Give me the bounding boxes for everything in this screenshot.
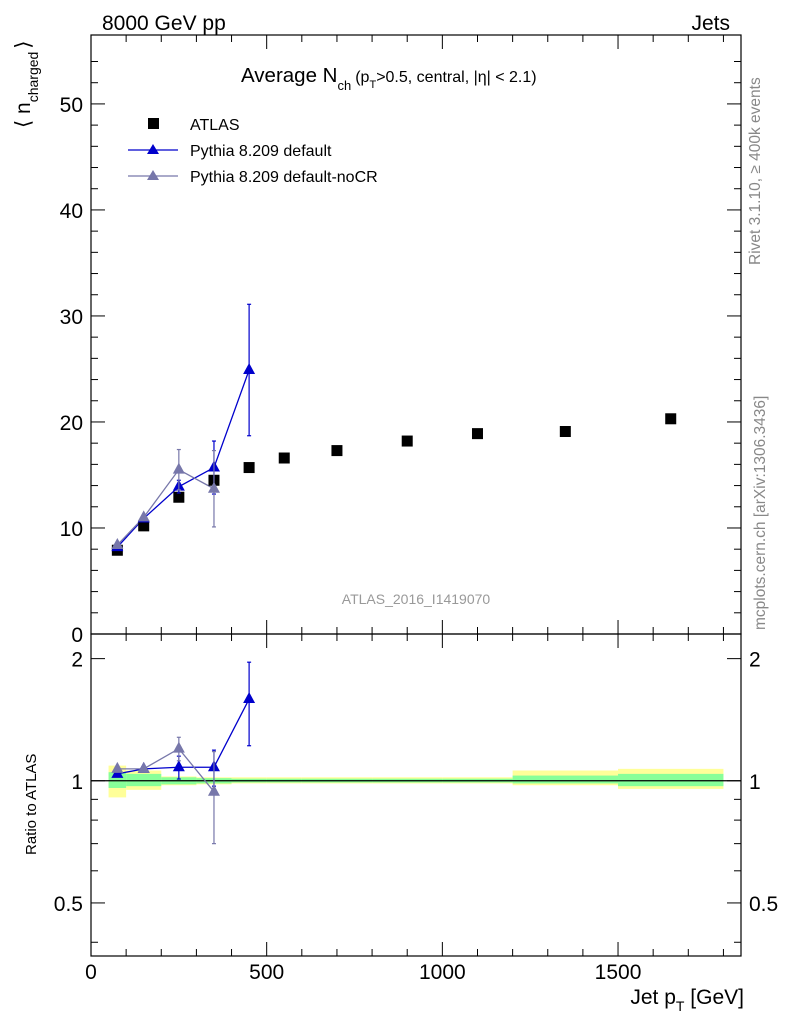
title-rest: (p (355, 69, 369, 86)
ratio-frame (90, 633, 742, 957)
ratio-point-0 (243, 692, 256, 704)
main-ytick-labels: 0 10 20 30 40 50 (60, 94, 83, 647)
title-main: Average N (241, 64, 337, 87)
title-rest2: >0.5, central, |η| < 2.1) (376, 69, 536, 86)
atlas-point (331, 445, 343, 457)
ratio-point-1 (111, 761, 124, 773)
atlas-point (173, 491, 185, 503)
mcplots-label: mcplots.cern.ch [arXiv:1306.3436] (752, 396, 769, 630)
ratio-ticks (90, 634, 741, 956)
ratio-point-1 (172, 741, 185, 753)
ratio-xtick-labels: 0 500 1000 1500 (85, 961, 641, 984)
main-ytick-label: 40 (60, 200, 83, 223)
rivet-label: Rivet 3.1.10, ≥ 400k events (747, 77, 764, 265)
main-point-2 (111, 537, 124, 549)
main-ylabel: ⟨ ncharged ⟩ (12, 40, 41, 128)
main-ytick-label: 0 (71, 624, 83, 647)
atlas-point (138, 520, 150, 532)
ratio-ytick-label-right: 0.5 (749, 893, 778, 916)
main-ytick-label: 50 (60, 94, 83, 117)
ratio-xtick-label: 1000 (419, 961, 466, 984)
ratio-point-1 (137, 761, 150, 773)
legend-nocr-marker (147, 170, 159, 180)
ratio-ytick-label-right: 1 (749, 771, 761, 794)
ratio-panel: 0.5 0.5 1 1 2 2 0 500 1000 1500 Ratio to ATLAS J… (23, 633, 778, 1014)
main-title: Average Nch (pT>0.5, central, |η| < 2.1) (241, 64, 537, 93)
ratio-band-inner (618, 773, 724, 787)
ratio-ytick-label: 1 (71, 771, 83, 794)
energy-label: 8000 GeV pp (102, 12, 226, 35)
main-point-2 (137, 510, 150, 522)
main-panel: 0 10 20 30 40 50 Average Nch (pT>0.5, central,… (12, 34, 742, 647)
legend-nocr-label: Pythia 8.209 default-noCR (190, 169, 378, 186)
main-series-line-2 (116, 468, 215, 546)
legend-atlas-label: ATLAS (190, 117, 240, 134)
title-sub: ch (337, 78, 351, 93)
main-point-2 (207, 481, 220, 493)
ratio-xtick-label: 0 (85, 961, 97, 984)
ratio-point-0 (172, 760, 185, 772)
ratio-band-inner (126, 773, 162, 787)
legend-default-label: Pythia 8.209 default (190, 143, 332, 160)
title-rest-sub: T (369, 79, 376, 91)
analysis-watermark: ATLAS_2016_I1419070 (342, 591, 491, 607)
legend: ATLAS Pythia 8.209 default Pythia 8.209 … (128, 117, 378, 186)
ratio-point-1 (207, 784, 220, 796)
atlas-point (471, 428, 483, 440)
ratio-ytick-label-right: 2 (749, 649, 761, 672)
ylabel-close: ⟩ (12, 40, 35, 48)
atlas-point (665, 413, 677, 425)
ratio-ytick-label: 2 (71, 649, 83, 672)
ratio-band-inner (512, 775, 619, 784)
ratio-ytick-label: 0.5 (54, 893, 83, 916)
xlabel-main: Jet p (630, 986, 676, 1009)
ylabel-sub: charged (25, 52, 41, 103)
main-series (111, 303, 677, 556)
ylabel-main: ⟨ n (12, 102, 35, 128)
ratio-ylabel: Ratio to ATLAS (23, 754, 40, 855)
main-point-1 (243, 363, 256, 375)
ratio-xtick-label: 1500 (595, 961, 642, 984)
main-ytick-label: 10 (60, 518, 83, 541)
atlas-point (278, 452, 290, 464)
xlabel-sub: T (676, 998, 685, 1014)
main-ytick-label: 30 (60, 306, 83, 329)
atlas-point (243, 462, 255, 474)
main-ticks (90, 35, 741, 635)
main-ytick-label: 20 (60, 412, 83, 435)
ratio-series (111, 661, 256, 845)
legend-default-marker (147, 144, 159, 154)
atlas-point (401, 435, 413, 447)
xlabel-rest: [GeV] (684, 986, 744, 1009)
process-label: Jets (691, 12, 730, 35)
ratio-xlabel: Jet pT [GeV] (630, 986, 744, 1014)
ratio-series-line-1 (117, 747, 215, 793)
legend-atlas-marker (148, 118, 159, 129)
atlas-point (559, 426, 571, 438)
main-point-2 (172, 462, 185, 474)
ratio-ytick-labels: 0.5 0.5 1 1 2 2 (54, 649, 778, 916)
ratio-xtick-label: 500 (249, 961, 284, 984)
